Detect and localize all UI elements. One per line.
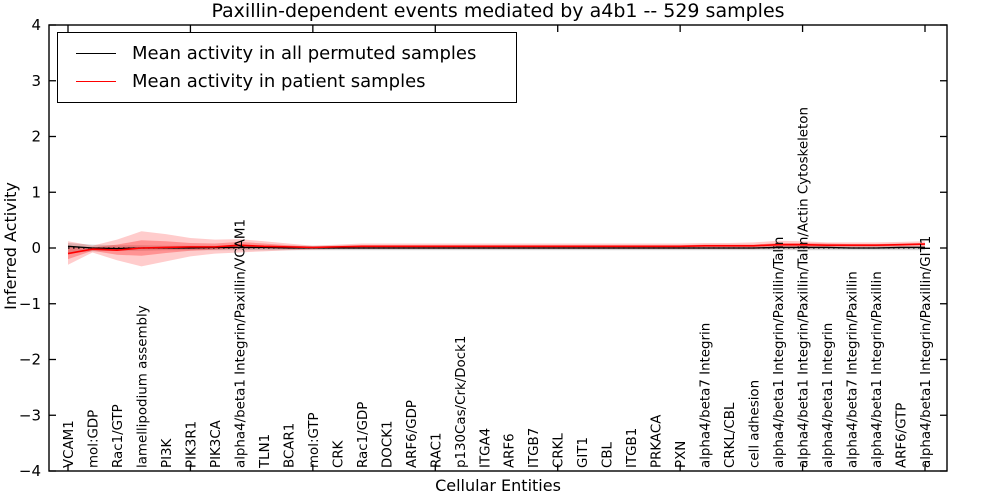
x-tick-label: PIK3R1 [184,421,199,468]
x-tick-label: Rac1/GDP [356,402,371,468]
y-tick-label: 2 [31,128,41,146]
legend-label-patient: Mean activity in patient samples [132,70,426,92]
x-tick-label: p130Cas/Crk/Dock1 [454,336,469,468]
x-tick-label: GIT1 [576,437,591,468]
legend-item-patient: Mean activity in patient samples [70,67,504,95]
x-tick-label: PRKACA [650,414,665,468]
x-tick-label: ARF6/GTP [895,403,910,468]
x-tick-label: alpha4/beta1 Integrin/Paxillin/Talin [772,237,787,468]
x-tick-label: alpha4/beta1 Integrin/Paxillin/VCAM1 [233,219,248,468]
band-patient-range-inner [68,240,925,260]
y-tick-label: −4 [19,462,41,480]
x-tick-label: ITGB1 [625,428,640,468]
x-tick-label: cell adhesion [748,380,763,468]
x-tick-label: ITGB7 [527,428,542,468]
x-tick-label: ARF6/GDP [405,400,420,468]
series-line-patient [67,243,926,255]
x-tick-label: CBL [601,441,616,468]
legend-item-permuted: Mean activity in all permuted samples [70,39,504,67]
x-tick-label: mol:GTP [307,412,322,468]
y-tick-label: 3 [31,72,41,90]
x-tick-label: mol:GDP [86,410,101,468]
x-tick-label: alpha4/beta1 Integrin/Paxillin/Talin/Act… [797,107,812,468]
legend-line-patient-icon [76,80,116,82]
y-tick-label: −3 [19,406,41,424]
x-tick-label: CRKL [552,433,567,468]
x-tick-label: RAC1 [429,432,444,468]
x-tick-label: alpha4/beta1 Integrin [821,323,836,468]
legend-label-permuted: Mean activity in all permuted samples [132,42,477,64]
x-tick-label: Rac1/GTP [111,404,126,468]
band-patient-range-outer [68,231,925,267]
x-tick-label: TLN1 [258,434,273,469]
x-tick-label: PIK3CA [209,419,224,468]
x-tick-label: PXN [674,441,689,468]
y-tick-label: 1 [31,183,41,201]
x-tick-label: DOCK1 [380,420,395,468]
x-tick-label: ITGA4 [478,428,493,468]
chart-title: Paxillin-dependent events mediated by a4… [211,0,785,22]
y-tick-label: −1 [19,295,41,313]
x-tick-label: alpha4/beta7 Integrin [699,323,714,468]
x-tick-label: BCAR1 [282,423,297,468]
x-tick-label: PI3K [160,437,175,468]
x-tick-label: ARF6 [503,433,518,468]
y-tick-label: −2 [19,351,41,369]
x-axis-label: Cellular Entities [435,476,561,495]
x-tick-label: alpha4/beta1 Integrin/Paxillin/GIT1 [919,236,934,468]
legend: Mean activity in all permuted samples Me… [57,32,517,103]
x-tick-label: alpha4/beta1 Integrin/Paxillin [870,271,885,468]
x-tick-label: CRKL/CBL [723,402,738,468]
x-tick-label: alpha4/beta7 Integrin/Paxillin [846,271,861,468]
x-tick-label: CRK [331,439,346,468]
x-tick-label: VCAM1 [62,420,77,468]
legend-line-permuted-icon [76,52,116,54]
x-tick-label: lamellipodium assembly [135,305,150,468]
y-tick-label: 4 [31,16,41,34]
y-tick-label: 0 [31,239,41,257]
